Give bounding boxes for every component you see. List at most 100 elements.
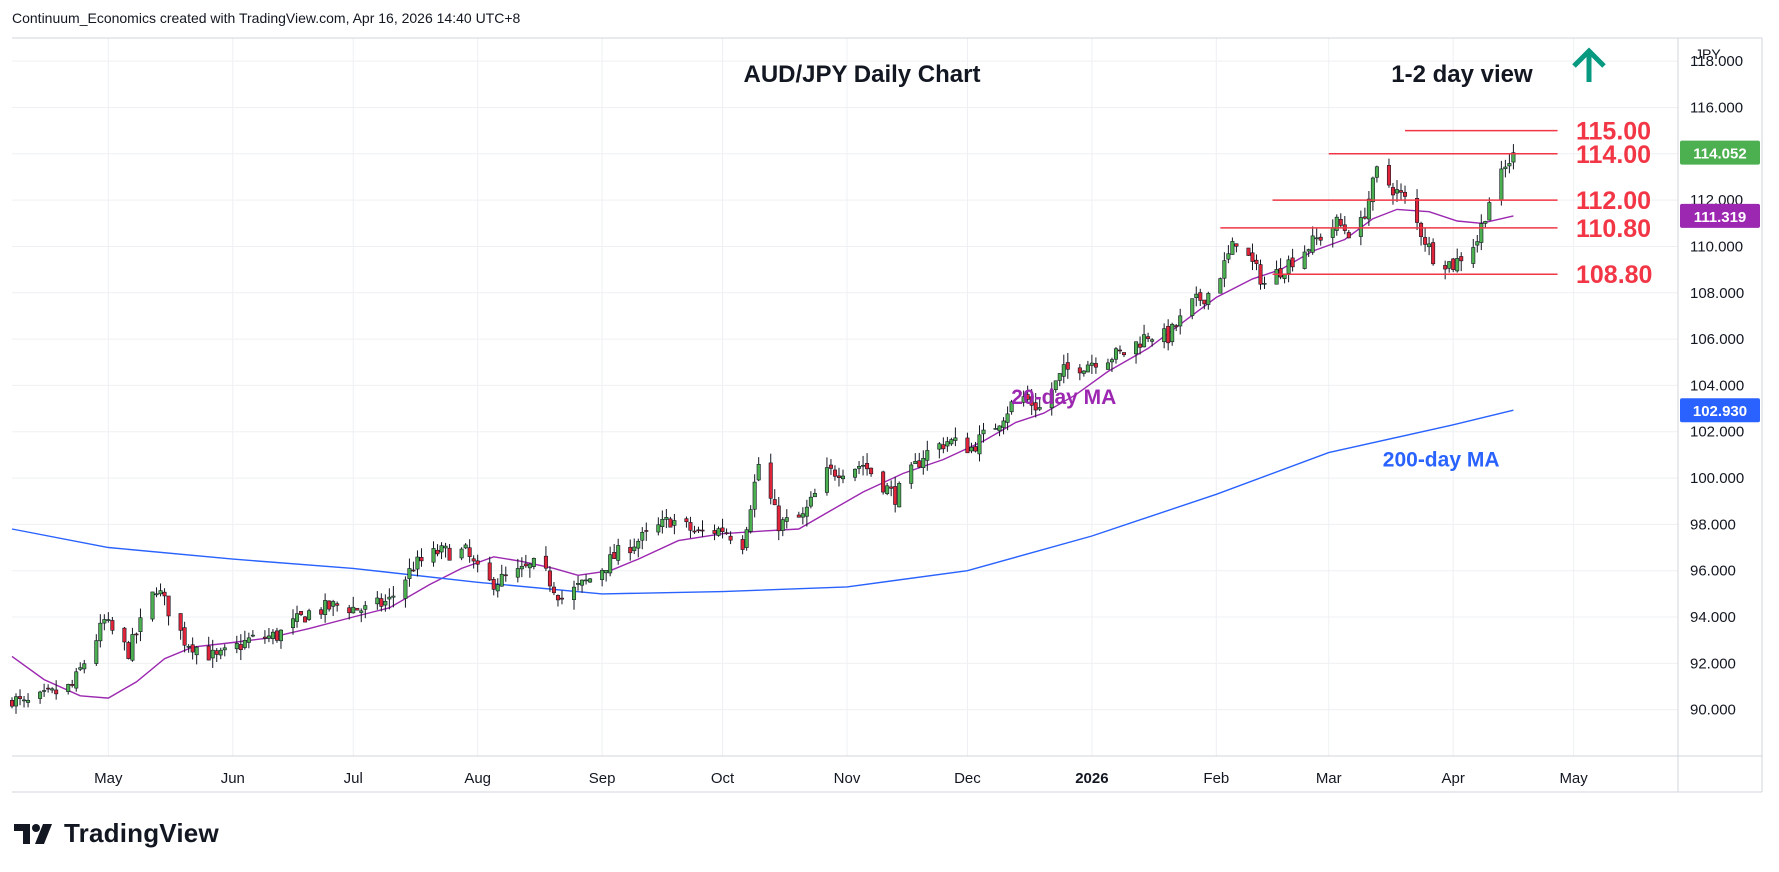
candle-body [295, 613, 300, 622]
candle-up [885, 482, 890, 496]
candle-body [925, 450, 930, 461]
candle-up [853, 468, 858, 482]
last-price-tag-text: 114.052 [1693, 146, 1746, 163]
candle-down [1138, 336, 1143, 355]
candle-down [18, 689, 23, 706]
candle-down [1451, 257, 1456, 273]
candle-down [1346, 229, 1351, 239]
candle-body [363, 605, 368, 610]
candle-down [917, 452, 922, 469]
candle-up [154, 587, 159, 598]
candle-down [684, 516, 689, 528]
candle-body [383, 600, 388, 606]
candle-body [1049, 390, 1054, 409]
x-tick-label: Jun [221, 770, 245, 787]
candle-body [1431, 242, 1436, 265]
candle-up [744, 526, 749, 551]
candle-up [222, 644, 227, 657]
candle-body [1374, 166, 1379, 178]
candle-down [435, 544, 440, 557]
candle-down [1419, 221, 1424, 246]
candle-down [796, 511, 801, 518]
candle-up [242, 630, 247, 650]
candle-up [1190, 298, 1195, 320]
candle-body [752, 481, 757, 510]
candle-body [1178, 315, 1183, 327]
candle-body [740, 539, 745, 550]
candle-body [1338, 219, 1343, 226]
candle-body [1386, 165, 1391, 186]
chart-title: AUD/JPY Daily Chart [744, 61, 981, 88]
ma-200-price-tag [1680, 398, 1760, 423]
candle-body [1278, 268, 1283, 278]
candle-down [319, 607, 324, 620]
candle-down [487, 556, 492, 582]
candle-body [800, 513, 805, 518]
candle-body [527, 563, 532, 569]
candle-body [1122, 352, 1127, 356]
candle-body [178, 613, 183, 631]
candle-body [945, 441, 950, 447]
candle-down [941, 437, 946, 454]
level-label: 108.80 [1576, 261, 1652, 289]
candle-body [403, 579, 408, 599]
candle-body [242, 640, 247, 648]
candle-body [672, 520, 677, 526]
candle-down [110, 616, 115, 635]
candle-body [997, 425, 1002, 432]
candle-up [1366, 191, 1371, 226]
candle-up [1394, 180, 1399, 203]
candle-up [415, 550, 420, 577]
candle-body [1234, 243, 1239, 247]
candle-up [14, 693, 19, 714]
candle-body [551, 586, 556, 594]
x-tick-label: 2026 [1075, 770, 1108, 787]
candle-body [1274, 269, 1279, 285]
candle-down [1246, 247, 1251, 256]
candle-body [331, 601, 336, 607]
candle-body [1005, 413, 1010, 423]
candle-body [66, 684, 71, 692]
candle-down [262, 630, 267, 644]
candle-body [756, 463, 761, 481]
candle-up [38, 690, 43, 704]
candle-body [26, 699, 31, 703]
candle-body [359, 610, 364, 613]
candle-up [1218, 277, 1223, 294]
candle-up [78, 662, 83, 672]
candle-body [278, 629, 283, 642]
candle-body [18, 696, 23, 699]
candle-down [1362, 207, 1367, 220]
candle-body [78, 667, 83, 670]
y-tick-label: 108.000 [1690, 285, 1744, 302]
candle-up [291, 609, 296, 635]
candle-body [628, 547, 633, 554]
candle-up [748, 505, 753, 534]
y-tick-label: 106.000 [1690, 331, 1744, 348]
candle-body [246, 637, 251, 643]
tradingview-logo[interactable]: TradingView [14, 818, 219, 849]
candle-up [1262, 276, 1267, 289]
ma-200-price-tag-text: 102.930 [1693, 403, 1747, 420]
candle-down [965, 432, 970, 454]
candle-up [1021, 390, 1026, 407]
candle-up [1427, 236, 1432, 256]
x-tick-label: May [1559, 770, 1588, 787]
candle-down [10, 697, 15, 709]
candle-body [1222, 260, 1227, 279]
candle-down [1254, 254, 1259, 271]
candle-body [138, 617, 143, 632]
candle-body [981, 429, 986, 435]
candle-body [218, 649, 223, 656]
candle-up [1061, 354, 1066, 384]
candle-body [1009, 401, 1014, 413]
candle-down [503, 566, 508, 582]
candle-body [1362, 216, 1367, 219]
candle-body [949, 439, 954, 445]
candle-body [1423, 237, 1428, 245]
candle-down [543, 546, 548, 572]
candle-body [692, 530, 697, 533]
candle-body [190, 644, 195, 653]
candle-up [1049, 382, 1054, 416]
